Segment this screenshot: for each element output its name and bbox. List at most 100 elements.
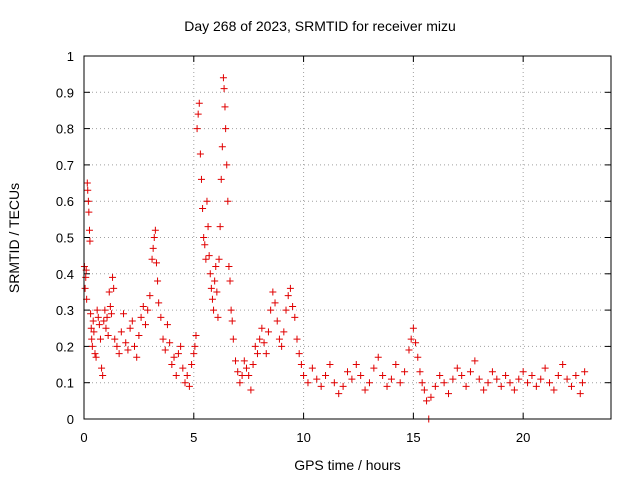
axis-ticks: 00.10.20.30.40.50.60.70.80.910 5 10 15 20: [56, 49, 611, 445]
data-point: [159, 335, 167, 343]
data-point: [546, 379, 554, 387]
data-point: [264, 328, 272, 336]
data-point: [322, 371, 330, 379]
data-point: [550, 386, 558, 394]
data-point: [475, 375, 483, 383]
data-point: [120, 310, 128, 318]
data-point: [335, 390, 343, 398]
data-point: [317, 382, 325, 390]
data-point: [95, 321, 103, 329]
data-point: [339, 382, 347, 390]
data-point: [124, 346, 132, 354]
data-point: [170, 353, 178, 361]
data-point: [133, 353, 141, 361]
data-point: [87, 324, 95, 332]
data-point: [223, 161, 231, 169]
data-point: [466, 368, 474, 376]
data-point: [117, 328, 125, 336]
data-point: [131, 342, 139, 350]
data-point: [106, 302, 114, 310]
data-point: [427, 393, 435, 401]
data-point: [218, 143, 226, 151]
data-point: [300, 371, 308, 379]
data-point: [88, 335, 96, 343]
data-point: [163, 321, 171, 329]
data-point: [445, 390, 453, 398]
data-point: [344, 368, 351, 376]
data-point: [383, 382, 391, 390]
data-point: [289, 302, 297, 310]
data-point: [267, 306, 275, 314]
data-point: [144, 306, 152, 314]
data-point: [213, 288, 221, 296]
data-point: [161, 346, 169, 354]
data-point: [155, 299, 163, 307]
data-point: [83, 179, 91, 187]
data-point: [567, 382, 575, 390]
data-point: [269, 288, 277, 296]
y-tick-label: 0.6: [56, 194, 74, 209]
data-point: [87, 310, 95, 318]
data-point: [396, 379, 404, 387]
data-point: [135, 332, 143, 340]
data-point: [370, 364, 378, 372]
data-point: [576, 390, 584, 398]
chart-title: Day 268 of 2023, SRMTID for receiver miz…: [184, 18, 456, 34]
grid-lines: [84, 56, 611, 419]
data-point: [554, 371, 562, 379]
data-point: [484, 379, 492, 387]
data-point: [188, 361, 196, 369]
data-point: [203, 197, 211, 205]
data-point: [151, 226, 159, 234]
data-point: [168, 361, 176, 369]
data-point: [190, 350, 198, 358]
data-point: [232, 357, 240, 365]
data-point: [471, 357, 479, 365]
data-point: [99, 371, 107, 379]
data-point: [440, 379, 448, 387]
x-tick-label: 15: [406, 430, 420, 445]
data-point: [148, 255, 156, 263]
data-point: [528, 371, 536, 379]
data-point: [271, 299, 279, 307]
data-point: [100, 317, 108, 325]
data-point: [330, 379, 338, 387]
x-tick-label: 5: [190, 430, 197, 445]
data-point: [365, 379, 373, 387]
data-point: [532, 382, 540, 390]
data-point: [214, 313, 222, 321]
y-tick-label: 0.4: [56, 267, 74, 282]
data-point: [85, 208, 93, 216]
data-point: [141, 321, 149, 329]
data-point: [497, 382, 505, 390]
data-point: [172, 371, 180, 379]
data-point: [253, 350, 261, 358]
data-point: [86, 237, 94, 245]
data-point: [563, 375, 571, 383]
data-point: [219, 74, 227, 82]
data-point: [102, 324, 110, 332]
data-point: [202, 255, 210, 263]
data-point: [206, 270, 214, 278]
data-point: [449, 375, 457, 383]
data-point: [379, 371, 387, 379]
data-point: [207, 284, 215, 292]
data-point: [103, 313, 111, 321]
data-point: [177, 342, 185, 350]
data-point: [105, 288, 113, 296]
data-point: [282, 306, 290, 314]
data-point: [217, 175, 225, 183]
data-point: [249, 361, 257, 369]
data-point: [524, 379, 532, 387]
data-point: [251, 342, 259, 350]
data-point: [418, 379, 426, 387]
data-point: [179, 364, 187, 372]
data-point: [401, 368, 409, 376]
data-point: [204, 223, 212, 231]
data-point: [111, 335, 119, 343]
data-point: [431, 382, 439, 390]
y-tick-label: 1: [67, 49, 74, 64]
data-point: [519, 368, 527, 376]
data-point: [480, 386, 488, 394]
data-point: [357, 371, 365, 379]
